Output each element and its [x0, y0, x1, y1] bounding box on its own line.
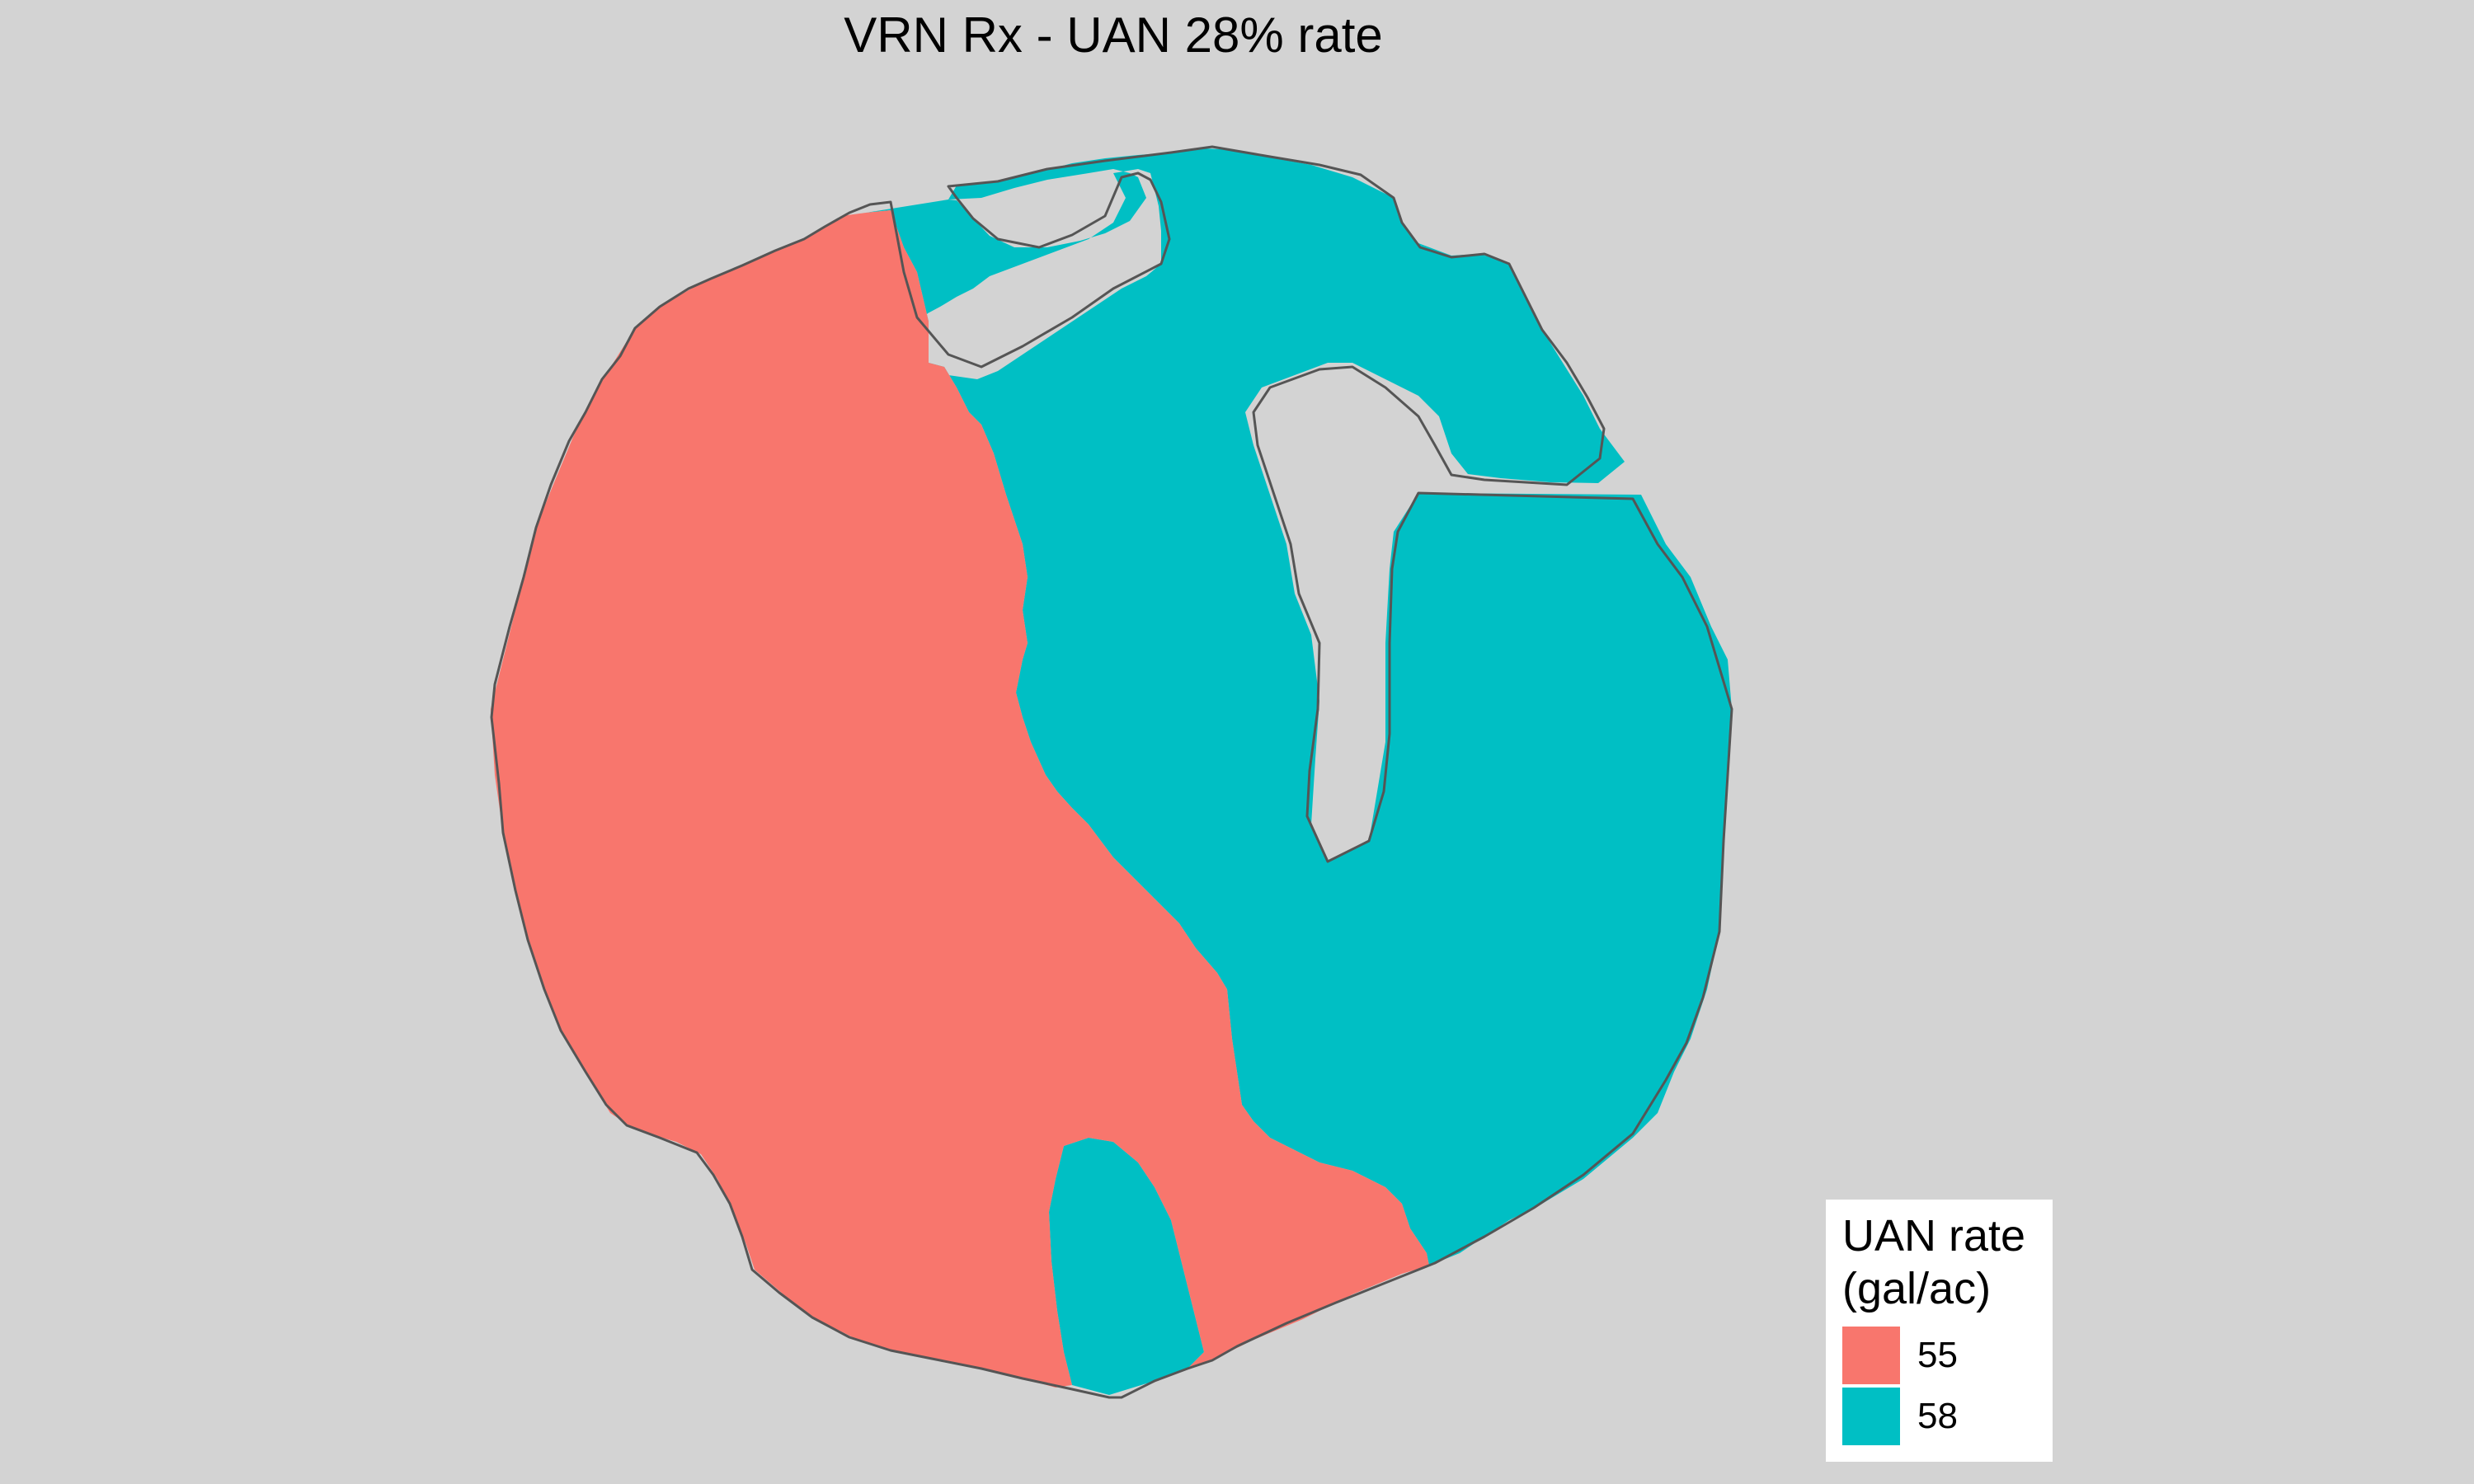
legend-item-55: 55 — [1842, 1327, 2040, 1384]
legend-title-line1: UAN rate — [1842, 1211, 2026, 1261]
legend-label-55: 55 — [1917, 1335, 1958, 1375]
legend-item-58: 58 — [1842, 1388, 2040, 1445]
zone-58-region[interactable] — [866, 148, 1732, 1395]
legend-title: UAN rate (gal/ac) — [1842, 1209, 2025, 1315]
map-title: VRN Rx - UAN 28% rate — [844, 7, 1383, 63]
legend: UAN rate (gal/ac) 55 58 — [1826, 1200, 2053, 1462]
legend-swatch-58 — [1842, 1388, 1900, 1445]
field-boundary — [490, 145, 1733, 1399]
zone-55-region[interactable] — [491, 210, 1429, 1388]
legend-swatch-55 — [1842, 1327, 1900, 1384]
legend-title-line2: (gal/ac) — [1842, 1264, 1992, 1313]
legend-label-58: 58 — [1917, 1396, 1958, 1436]
